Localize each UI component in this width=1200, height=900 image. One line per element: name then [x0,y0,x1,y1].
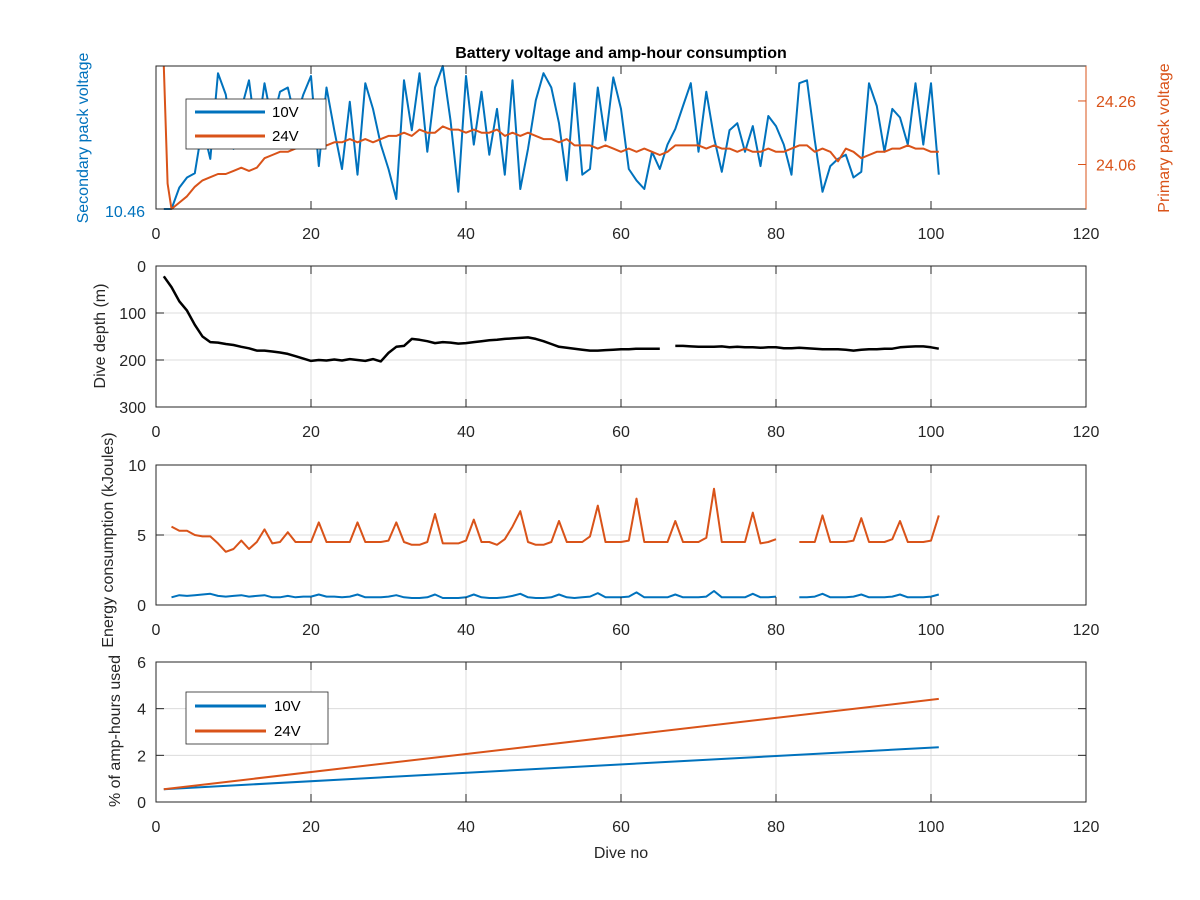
x-tick-label: 40 [457,622,475,639]
y-axis-label: Energy consumption (kJoules) [100,432,117,647]
legend-24v-label: 24V [272,128,299,145]
y-tick-label: 200 [119,353,146,370]
y-tick-label: 6 [137,655,146,672]
series-line-10v [171,590,940,599]
x-tick-label: 0 [152,226,161,243]
x-tick-label: 100 [918,819,945,836]
x-axis-label: Dive no [594,845,648,862]
x-tick-label: 40 [457,424,475,441]
x-tick-label: 80 [767,424,785,441]
x-tick-label: 80 [767,819,785,836]
y-tick-label: 100 [119,306,146,323]
x-tick-label: 20 [302,226,320,243]
x-tick-label: 0 [152,424,161,441]
x-tick-label: 60 [612,819,630,836]
y-tick-label: 0 [137,598,146,615]
y-axis-left-label: Secondary pack voltage [75,53,92,224]
legend-10v-label: 10V [272,104,299,121]
x-tick-label: 120 [1073,622,1100,639]
series-line-24v [163,697,939,791]
series-line-depth [162,275,940,363]
y-tick-label: 5 [137,528,146,545]
x-tick-label: 120 [1073,819,1100,836]
legend-24v-label: 24V [274,723,301,740]
y-tick-label: 10 [128,458,146,475]
legend: 10V 24V [185,691,329,745]
series-line-24v [162,65,939,210]
x-tick-label: 80 [767,622,785,639]
x-tick-label: 120 [1073,226,1100,243]
y-right-tick-label: 24.26 [1096,94,1136,111]
x-tick-label: 0 [152,622,161,639]
amp-hours-panel: 0 20 40 60 80 100 120 0 2 4 6 % of amp-hours used… [107,655,1099,862]
y-axis-label: % of amp-hours used [107,655,124,807]
voltage-panel: Battery voltage and amp-hour consumption… [75,45,1173,243]
energy-panel: 0 20 40 60 80 100 120 0 5 10 Energy consumption … [100,432,1099,647]
x-tick-label: 20 [302,622,320,639]
y-tick-label: 4 [137,702,146,719]
x-tick-label: 60 [612,424,630,441]
x-tick-label: 120 [1073,424,1100,441]
y-tick-label: 300 [119,400,146,417]
x-tick-label: 40 [457,226,475,243]
x-tick-label: 60 [612,226,630,243]
x-tick-label: 100 [918,424,945,441]
y-left-tick-label: 10.46 [105,204,145,221]
y-tick-label: 0 [137,795,146,812]
x-tick-label: 40 [457,819,475,836]
legend-box [185,691,329,745]
series-line-10v [163,746,939,791]
x-tick-label: 100 [918,622,945,639]
x-tick-label: 0 [152,819,161,836]
legend: 10V 24V [185,98,327,150]
legend-box [185,98,327,150]
depth-panel: 0 20 40 60 80 100 120 0 100 200 300 Dive depth (m… [92,259,1099,441]
x-tick-label: 20 [302,424,320,441]
x-tick-label: 60 [612,622,630,639]
x-tick-label: 20 [302,819,320,836]
y-axis-right-label: Primary pack voltage [1156,63,1173,212]
chart-title: Battery voltage and amp-hour consumption [455,45,787,62]
y-right-tick-label: 24.06 [1096,158,1136,175]
x-tick-label: 100 [918,226,945,243]
y-tick-label: 2 [137,748,146,765]
legend-10v-label: 10V [274,698,301,715]
x-tick-label: 80 [767,226,785,243]
series-line-24v [171,487,940,553]
y-tick-label: 0 [137,259,146,276]
y-axis-label: Dive depth (m) [92,284,109,389]
